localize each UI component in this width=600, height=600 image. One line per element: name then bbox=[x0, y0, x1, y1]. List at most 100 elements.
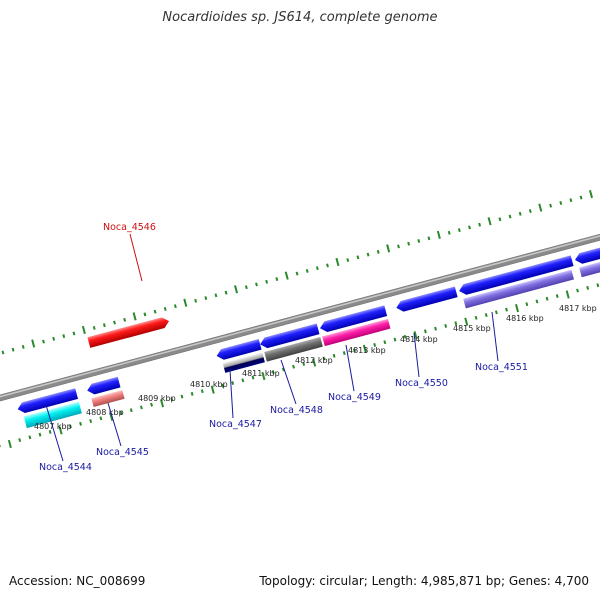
tick-mark bbox=[588, 189, 594, 199]
tick-mark bbox=[21, 345, 25, 349]
tick-mark bbox=[576, 288, 579, 293]
scale-label: 4817 kbp bbox=[559, 304, 597, 313]
feature-box-noca-4545[interactable] bbox=[91, 390, 125, 408]
tick-mark bbox=[505, 307, 508, 312]
accession-label: Accession: NC_008699 bbox=[9, 574, 146, 588]
scale-label: 4810 kbp bbox=[190, 380, 228, 389]
feature-box-noca-4551[interactable] bbox=[463, 269, 574, 309]
gene-arrow-noca-4549[interactable] bbox=[319, 305, 388, 333]
gene-label-leader bbox=[280, 359, 297, 405]
tick-mark bbox=[251, 375, 255, 380]
scale-label: 4815 kbp bbox=[453, 324, 491, 333]
tick-mark bbox=[393, 337, 397, 342]
gene-label[interactable]: Noca_4548 bbox=[270, 405, 323, 416]
gene-arrow-noca-4550[interactable] bbox=[395, 286, 458, 313]
tick-mark bbox=[150, 402, 153, 407]
genome-track bbox=[0, 183, 600, 450]
feature-box-noca-4547[interactable] bbox=[222, 352, 265, 373]
tick-mark bbox=[7, 439, 12, 449]
tick-mark bbox=[173, 304, 177, 309]
tick-mark bbox=[292, 364, 295, 369]
tick-mark bbox=[113, 320, 116, 325]
tick-mark bbox=[376, 249, 380, 254]
tick-mark bbox=[487, 217, 492, 226]
gene-arrow-noca-4551[interactable] bbox=[458, 255, 574, 296]
scale-label: 4811 kbp bbox=[242, 369, 280, 378]
tick-mark bbox=[58, 426, 63, 435]
tick-mark bbox=[102, 323, 106, 328]
tick-mark bbox=[284, 271, 289, 280]
gene-arrow-noca-4545[interactable] bbox=[86, 376, 121, 396]
tick-mark bbox=[332, 353, 336, 358]
tick-mark bbox=[403, 334, 407, 339]
tick-mark bbox=[38, 432, 42, 437]
tick-mark bbox=[261, 371, 266, 381]
tick-mark bbox=[555, 294, 559, 298]
tick-mark bbox=[48, 429, 52, 434]
tick-mark bbox=[356, 255, 360, 260]
tick-mark bbox=[423, 329, 427, 334]
tick-mark bbox=[444, 323, 448, 328]
gene-label[interactable]: Noca_4551 bbox=[475, 362, 528, 373]
tick-mark bbox=[484, 313, 488, 318]
tick-mark bbox=[72, 331, 76, 336]
feature-box-noca-4548[interactable] bbox=[264, 337, 323, 362]
gene-label[interactable]: Noca_4545 bbox=[96, 447, 149, 458]
tick-mark bbox=[200, 389, 204, 394]
tick-mark bbox=[170, 397, 174, 402]
tick-mark bbox=[569, 198, 573, 203]
tick-mark bbox=[139, 405, 143, 410]
tick-mark bbox=[362, 344, 367, 354]
tick-mark bbox=[160, 399, 165, 408]
gene-label[interactable]: Noca_4544 bbox=[39, 462, 92, 473]
tick-mark bbox=[315, 266, 319, 271]
gene-label[interactable]: Noca_4546 bbox=[103, 222, 156, 233]
tick-mark bbox=[11, 347, 15, 352]
gene-label[interactable]: Noca_4550 bbox=[395, 378, 448, 389]
scale-label: 4816 kbp bbox=[506, 314, 544, 323]
gene-label[interactable]: Noca_4547 bbox=[209, 419, 262, 430]
tick-mark bbox=[42, 339, 45, 344]
gene-arrow-noca-4544[interactable] bbox=[16, 388, 79, 414]
tick-mark bbox=[407, 241, 411, 246]
tick-mark bbox=[68, 424, 72, 429]
tick-mark bbox=[549, 203, 553, 208]
tick-mark bbox=[194, 298, 198, 303]
tick-mark bbox=[397, 244, 400, 249]
upper-tick-row bbox=[1, 189, 600, 355]
gene-label-leader bbox=[413, 332, 420, 378]
feature-box-noca-4544[interactable] bbox=[23, 401, 82, 429]
tick-mark bbox=[204, 296, 208, 301]
tick-mark bbox=[478, 222, 482, 227]
tick-mark bbox=[62, 334, 66, 339]
tick-mark bbox=[305, 268, 309, 273]
tick-mark bbox=[346, 258, 350, 262]
gene-labels: Noca_4544 Noca_4545 Noca_4546 Noca_4547 Noca… bbox=[39, 222, 528, 473]
tick-mark bbox=[119, 410, 123, 415]
tick-mark bbox=[132, 312, 137, 321]
gene-label[interactable]: Noca_4549 bbox=[328, 392, 381, 403]
topology-label: Topology: circular; Length: 4,985,871 bp… bbox=[259, 574, 589, 588]
tick-mark bbox=[535, 299, 539, 304]
gene-label-leader bbox=[129, 233, 143, 282]
tick-mark bbox=[231, 381, 235, 385]
tick-mark bbox=[468, 225, 471, 230]
tick-mark bbox=[265, 279, 269, 284]
gene-arrow-noca-4546[interactable] bbox=[87, 316, 170, 348]
gene-label-leader bbox=[229, 369, 234, 419]
tick-mark bbox=[413, 331, 418, 340]
gene-arrow-noca-4547[interactable] bbox=[215, 339, 262, 361]
map-title: Nocardioides sp. JS614, complete genome bbox=[162, 10, 438, 25]
tick-mark bbox=[210, 385, 215, 394]
gene-arrow-noca-4548[interactable] bbox=[259, 323, 320, 349]
tick-mark bbox=[153, 309, 157, 314]
scale-label: 4813 kbp bbox=[348, 346, 386, 355]
feature-box-noca-4549[interactable] bbox=[322, 318, 391, 347]
tick-mark bbox=[18, 438, 22, 443]
tick-mark bbox=[89, 419, 93, 423]
tick-mark bbox=[545, 296, 549, 301]
tick-mark bbox=[241, 378, 245, 383]
tick-mark bbox=[302, 362, 306, 366]
tick-mark bbox=[514, 303, 519, 313]
